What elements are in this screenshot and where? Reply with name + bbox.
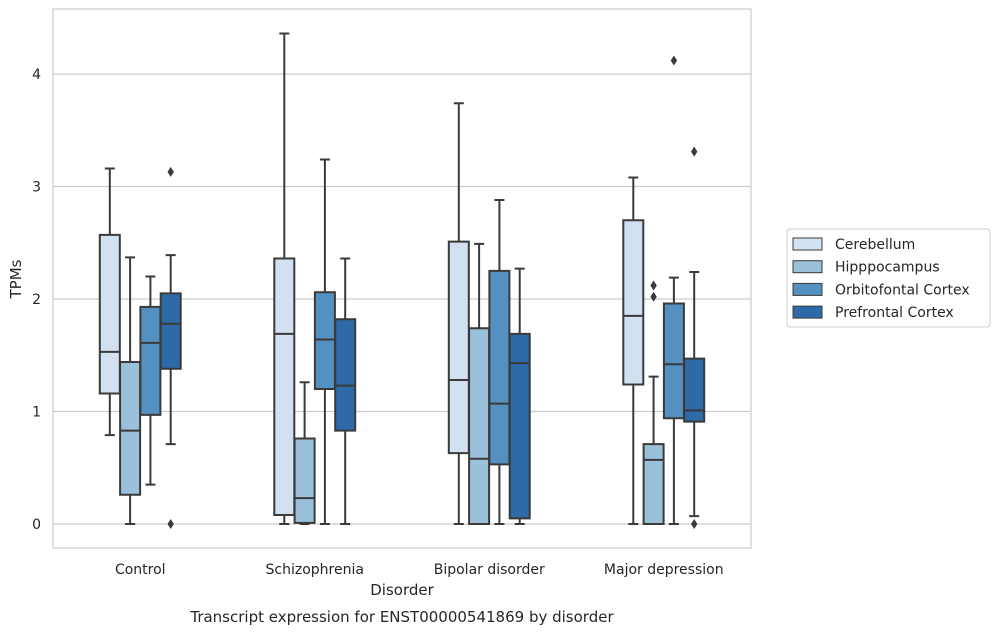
outlier-point-1 (167, 519, 174, 529)
box-1-1 (293, 381, 316, 525)
box-iqr (293, 437, 316, 524)
box-iqr (98, 233, 121, 395)
box-iqr (622, 219, 645, 386)
y-tick-label-2: 2 (32, 292, 41, 308)
box-iqr (468, 327, 491, 525)
box-0-3 (159, 166, 182, 529)
box-iqr (139, 305, 162, 416)
outlier-point-0 (650, 291, 657, 302)
legend-swatch-0 (792, 237, 823, 251)
outlier-point-0 (670, 55, 678, 66)
box-iqr (642, 443, 665, 525)
box-iqr (683, 357, 706, 423)
box-2-1 (468, 242, 491, 525)
x-tick-label-1: Schizophrenia (266, 562, 364, 578)
x-tick-label-2: Bipolar disorder (434, 562, 545, 578)
box-3-2 (662, 55, 685, 525)
box-1-0 (273, 32, 296, 525)
box-iqr (508, 332, 531, 520)
chart-caption: Transcript expression for ENST0000054186… (189, 608, 614, 626)
legend-label-1: Hipppocampus (835, 260, 940, 276)
outlier-point-0 (691, 146, 698, 157)
plot-area-frame (52, 8, 752, 549)
box-2-2 (488, 199, 511, 525)
box-plot-groups (98, 32, 706, 529)
legend-swatch-3 (792, 305, 823, 319)
box-1-3 (334, 257, 357, 525)
y-tick-label-3: 3 (32, 180, 41, 196)
box-iqr (273, 257, 296, 516)
box-iqr (662, 302, 685, 420)
box-iqr (159, 292, 182, 370)
outlier-point-1 (650, 280, 657, 291)
legend-label-3: Prefrontal Cortex (835, 305, 954, 321)
box-3-0 (622, 176, 645, 525)
box-1-2 (313, 158, 336, 525)
box-2-3 (508, 267, 531, 525)
legend: Cerebellum Hipppocampus Orbitofontal Corte… (786, 228, 991, 328)
legend-swatch-2 (792, 282, 823, 296)
box-iqr (447, 240, 470, 455)
legend-frame (786, 228, 991, 328)
box-0-1 (119, 256, 142, 525)
outlier-point-1 (691, 519, 698, 529)
box-0-0 (98, 167, 121, 437)
x-tick-label-3: Major depression (604, 562, 724, 578)
box-iqr (119, 361, 142, 496)
box-iqr (488, 269, 511, 466)
x-tick-labels: Control Schizophrenia Bipolar disorder Majo… (115, 562, 724, 578)
x-axis-label: Disorder (370, 581, 434, 599)
y-tick-labels: 0 1 2 3 4 (32, 67, 41, 533)
legend-swatch-1 (792, 260, 823, 274)
box-iqr (313, 291, 336, 390)
y-tick-label-1: 1 (32, 405, 41, 421)
y-tick-label-0: 0 (32, 517, 41, 533)
x-tick-label-0: Control (115, 562, 166, 578)
box-2-0 (447, 102, 470, 525)
box-0-2 (139, 275, 162, 486)
legend-label-0: Cerebellum (835, 237, 915, 253)
y-axis-label: TPMs (7, 259, 25, 299)
outlier-point-0 (167, 166, 174, 177)
y-tick-label-4: 4 (32, 67, 41, 83)
box-3-1 (642, 280, 665, 525)
legend-label-2: Orbitofontal Cortex (835, 282, 970, 298)
box-iqr (334, 318, 357, 432)
box-3-3 (683, 146, 706, 529)
